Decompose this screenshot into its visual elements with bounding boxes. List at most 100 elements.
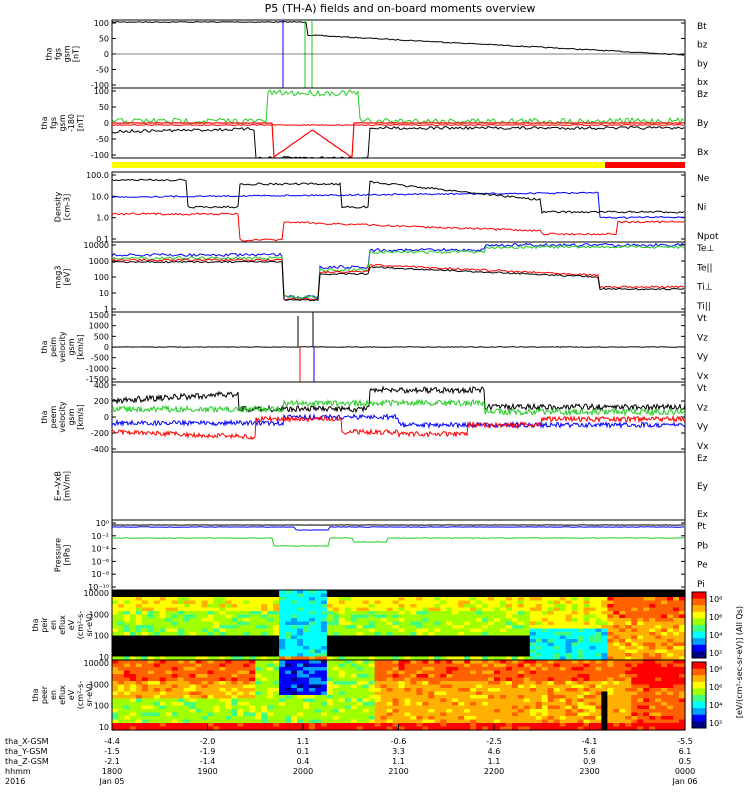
spectrogram-cell: [201, 660, 209, 665]
spectrogram-cell: [303, 639, 310, 644]
spectrogram-cell: [350, 702, 358, 707]
spectrogram-cell: [237, 712, 244, 717]
spectrogram-cell: [153, 653, 161, 658]
spectrogram-cell: [500, 590, 507, 595]
spectrogram-cell: [356, 674, 364, 679]
spectrogram-cell: [505, 635, 513, 640]
spectrogram-cell: [153, 684, 161, 689]
spectrogram-cell: [446, 716, 453, 721]
spectrogram-cell: [476, 726, 483, 731]
spectrogram-cell: [165, 621, 173, 626]
spectrogram-cell: [511, 709, 519, 714]
spectrogram-cell: [404, 726, 412, 731]
spectrogram-cell: [344, 632, 352, 637]
spectrogram-cell: [547, 618, 555, 623]
spectrogram-cell: [261, 663, 268, 668]
spectrogram-cell: [297, 649, 304, 654]
spectrogram-cell: [470, 677, 477, 682]
spectrogram-cell: [177, 702, 185, 707]
spectrogram-cell: [309, 656, 316, 661]
spectrogram-cell: [649, 709, 656, 714]
spectrogram-cell: [517, 590, 525, 595]
spectrogram-cell: [386, 635, 394, 640]
spectrogram-cell: [261, 667, 268, 672]
spectrogram-cell: [619, 726, 626, 731]
legend-entry: Vy: [697, 353, 709, 363]
spectrogram-cell: [679, 590, 686, 595]
spectrogram-cell: [565, 656, 573, 661]
spectrogram-cell: [482, 695, 489, 700]
spectrogram-cell: [141, 607, 149, 612]
spectrogram-cell: [440, 667, 447, 672]
spectrogram-cell: [601, 716, 608, 721]
spectrogram-cell: [153, 604, 161, 609]
spectrogram-cell: [404, 667, 412, 672]
spectrogram-cell: [679, 660, 686, 665]
spectrogram-cell: [350, 684, 358, 689]
spectrogram-cell: [655, 691, 662, 696]
spectrogram-cell: [553, 670, 561, 675]
spectrogram-cell: [571, 681, 579, 686]
spectrogram-cell: [380, 695, 388, 700]
spectrogram-cell: [243, 639, 250, 644]
spectrogram-cell: [386, 695, 394, 700]
spectrogram-cell: [225, 593, 232, 598]
spectrogram-cell: [571, 719, 579, 724]
spectrogram-cell: [667, 635, 674, 640]
spectrogram-cell: [153, 635, 161, 640]
spectrogram-cell: [285, 723, 292, 728]
spectrogram-cell: [368, 716, 376, 721]
spectrogram-cell: [165, 590, 173, 595]
spectrogram-cell: [165, 681, 173, 686]
spectrogram-cell: [625, 716, 632, 721]
spectrogram-cell: [219, 653, 226, 658]
spectrogram-cell: [207, 590, 215, 595]
spectrogram-cell: [225, 632, 232, 637]
spectrogram-cell: [159, 639, 167, 644]
spectrogram-cell: [416, 639, 423, 644]
spectrogram-cell: [237, 621, 244, 626]
spectrogram-cell: [625, 635, 632, 640]
spectrogram-cell: [488, 621, 495, 626]
spectrogram-cell: [141, 719, 149, 724]
y-tick-label: 10.0: [91, 192, 109, 201]
spectrogram-cell: [159, 681, 167, 686]
spectrogram-cell: [171, 593, 179, 598]
spectrogram-cell: [559, 702, 567, 707]
spectrogram-cell: [153, 632, 161, 637]
spectrogram-cell: [589, 625, 597, 630]
spectrogram-cell: [523, 590, 531, 595]
spectrogram-cell: [291, 663, 298, 668]
spectrogram-cell: [500, 593, 507, 598]
spectrogram-cell: [249, 663, 256, 668]
spectrogram-cell: [338, 653, 346, 658]
spectrogram-cell: [344, 656, 352, 661]
spectrogram-cell: [362, 677, 370, 682]
spectrogram-cell: [571, 667, 579, 672]
spectrogram-cell: [398, 663, 406, 668]
spectrogram-cell: [135, 695, 143, 700]
spectrogram-cell: [219, 702, 226, 707]
spectrogram-cell: [667, 618, 674, 623]
spectrogram-cell: [380, 653, 388, 658]
legend-entry: Vt: [697, 384, 707, 394]
spectrogram-cell: [231, 649, 238, 654]
spectrogram-cell: [500, 677, 507, 682]
spectrogram-cell: [535, 604, 543, 609]
spectrogram-cell: [613, 670, 620, 675]
spectrogram-cell: [565, 726, 573, 731]
spectrogram-cell: [123, 709, 131, 714]
spectrogram-cell: [667, 642, 674, 647]
spectrogram-cell: [649, 716, 656, 721]
spectrogram-cell: [135, 618, 143, 623]
spectrogram-cell: [273, 604, 280, 609]
spectrogram-cell: [326, 625, 334, 630]
spectrogram-cell: [201, 702, 209, 707]
spectrogram-cell: [661, 590, 668, 595]
spectrogram-cell: [589, 681, 597, 686]
spectrogram-cell: [601, 695, 608, 700]
spectrogram-cell: [225, 611, 232, 616]
legend-entry: By: [697, 119, 709, 129]
spectrogram-cell: [488, 702, 495, 707]
spectrogram-cell: [505, 723, 513, 728]
